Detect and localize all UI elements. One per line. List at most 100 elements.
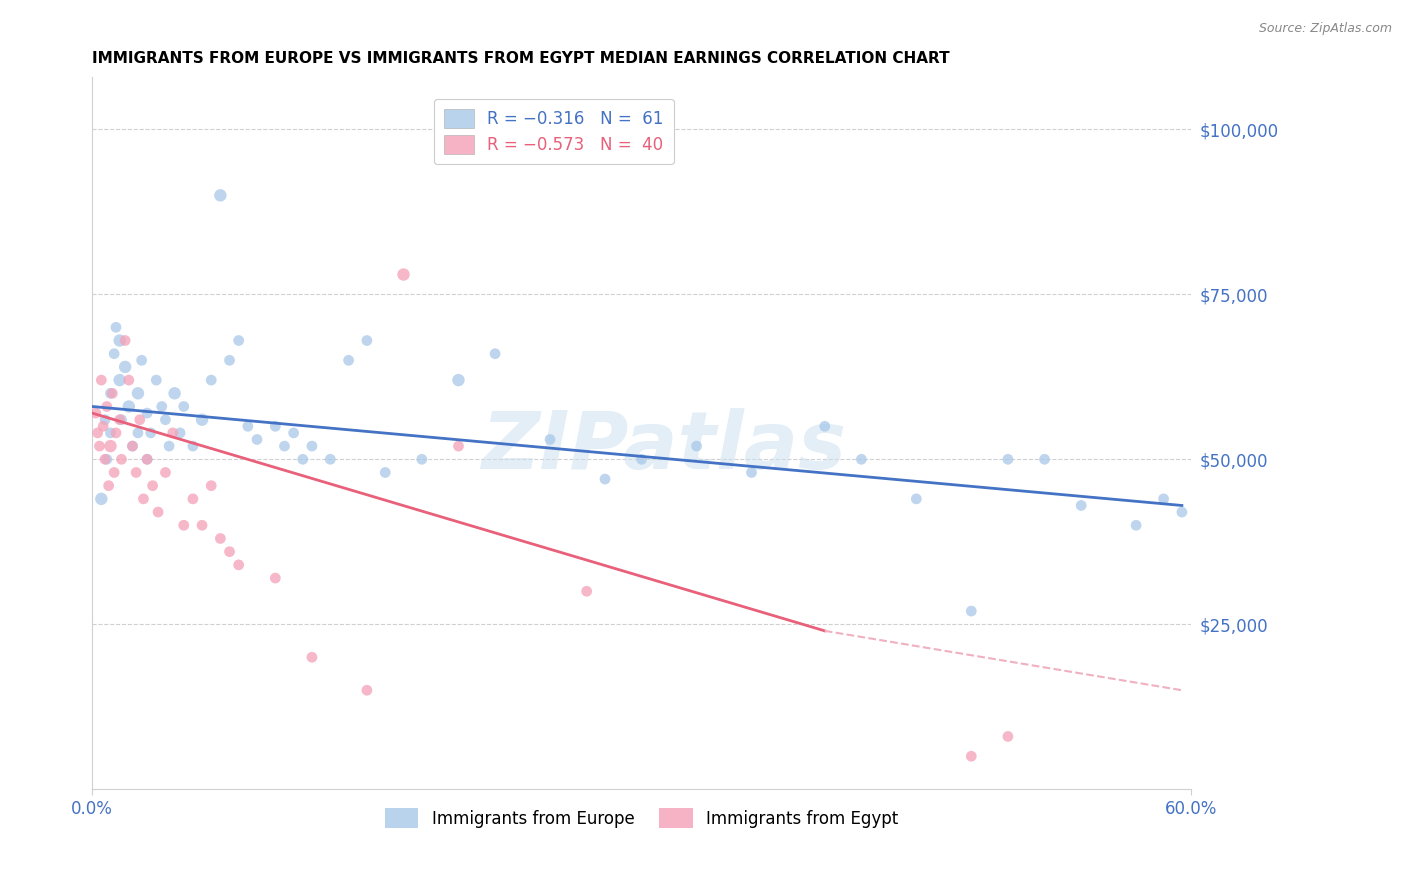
Point bbox=[228, 558, 250, 572]
Text: Source: ZipAtlas.com: Source: ZipAtlas.com bbox=[1258, 22, 1392, 36]
Point bbox=[127, 386, 149, 401]
Point bbox=[356, 334, 378, 348]
Point bbox=[814, 419, 837, 434]
Point bbox=[997, 452, 1019, 467]
Point bbox=[125, 466, 148, 480]
Point bbox=[94, 452, 117, 467]
Point bbox=[157, 439, 180, 453]
Point bbox=[218, 353, 240, 368]
Point bbox=[411, 452, 433, 467]
Point bbox=[374, 466, 396, 480]
Point bbox=[162, 425, 184, 440]
Point bbox=[273, 439, 295, 453]
Point bbox=[447, 373, 470, 387]
Point bbox=[575, 584, 598, 599]
Point bbox=[103, 347, 125, 361]
Point bbox=[100, 425, 122, 440]
Point bbox=[114, 359, 136, 374]
Point bbox=[236, 419, 259, 434]
Point bbox=[97, 478, 120, 492]
Legend: Immigrants from Europe, Immigrants from Egypt: Immigrants from Europe, Immigrants from … bbox=[378, 802, 905, 834]
Point bbox=[104, 425, 127, 440]
Point bbox=[630, 452, 652, 467]
Point bbox=[264, 571, 287, 585]
Point bbox=[685, 439, 707, 453]
Point bbox=[108, 373, 131, 387]
Point bbox=[90, 491, 112, 506]
Point bbox=[200, 478, 222, 492]
Point bbox=[905, 491, 928, 506]
Point bbox=[1070, 499, 1092, 513]
Point bbox=[960, 749, 983, 764]
Point bbox=[145, 373, 167, 387]
Point bbox=[191, 413, 214, 427]
Point bbox=[100, 386, 122, 401]
Point bbox=[741, 466, 763, 480]
Point bbox=[246, 433, 269, 447]
Point bbox=[218, 544, 240, 558]
Point bbox=[96, 452, 118, 467]
Point bbox=[139, 425, 162, 440]
Point bbox=[960, 604, 983, 618]
Point bbox=[136, 406, 159, 420]
Point bbox=[155, 466, 177, 480]
Point bbox=[447, 439, 470, 453]
Point bbox=[108, 334, 131, 348]
Point bbox=[96, 400, 118, 414]
Point bbox=[1033, 452, 1056, 467]
Point bbox=[173, 518, 195, 533]
Point bbox=[91, 419, 114, 434]
Point bbox=[155, 413, 177, 427]
Point bbox=[209, 188, 232, 202]
Point bbox=[200, 373, 222, 387]
Point bbox=[86, 425, 108, 440]
Point bbox=[146, 505, 169, 519]
Point bbox=[136, 452, 159, 467]
Point bbox=[118, 400, 141, 414]
Point bbox=[89, 439, 111, 453]
Point bbox=[142, 478, 165, 492]
Point bbox=[1171, 505, 1194, 519]
Point bbox=[191, 518, 214, 533]
Point bbox=[132, 491, 155, 506]
Point bbox=[356, 683, 378, 698]
Point bbox=[114, 334, 136, 348]
Point bbox=[593, 472, 616, 486]
Point bbox=[851, 452, 873, 467]
Point bbox=[538, 433, 561, 447]
Point bbox=[1125, 518, 1147, 533]
Point bbox=[264, 419, 287, 434]
Point bbox=[181, 491, 204, 506]
Point bbox=[94, 413, 117, 427]
Point bbox=[228, 334, 250, 348]
Point bbox=[127, 425, 149, 440]
Point bbox=[110, 452, 132, 467]
Point bbox=[163, 386, 186, 401]
Point bbox=[128, 413, 150, 427]
Point bbox=[283, 425, 305, 440]
Point bbox=[131, 353, 153, 368]
Point bbox=[121, 439, 143, 453]
Point bbox=[319, 452, 342, 467]
Point bbox=[1153, 491, 1175, 506]
Point bbox=[84, 406, 107, 420]
Point bbox=[121, 439, 143, 453]
Point bbox=[103, 466, 125, 480]
Point bbox=[90, 373, 112, 387]
Point bbox=[997, 730, 1019, 744]
Point bbox=[209, 532, 232, 546]
Point bbox=[110, 413, 132, 427]
Point bbox=[484, 347, 506, 361]
Text: IMMIGRANTS FROM EUROPE VS IMMIGRANTS FROM EGYPT MEDIAN EARNINGS CORRELATION CHAR: IMMIGRANTS FROM EUROPE VS IMMIGRANTS FRO… bbox=[93, 51, 950, 66]
Point bbox=[301, 650, 323, 665]
Point bbox=[104, 320, 127, 334]
Point bbox=[173, 400, 195, 414]
Point bbox=[150, 400, 173, 414]
Point bbox=[108, 413, 131, 427]
Point bbox=[101, 386, 124, 401]
Point bbox=[337, 353, 360, 368]
Point bbox=[169, 425, 191, 440]
Text: ZIPatlas: ZIPatlas bbox=[481, 409, 846, 486]
Point bbox=[100, 439, 122, 453]
Point bbox=[301, 439, 323, 453]
